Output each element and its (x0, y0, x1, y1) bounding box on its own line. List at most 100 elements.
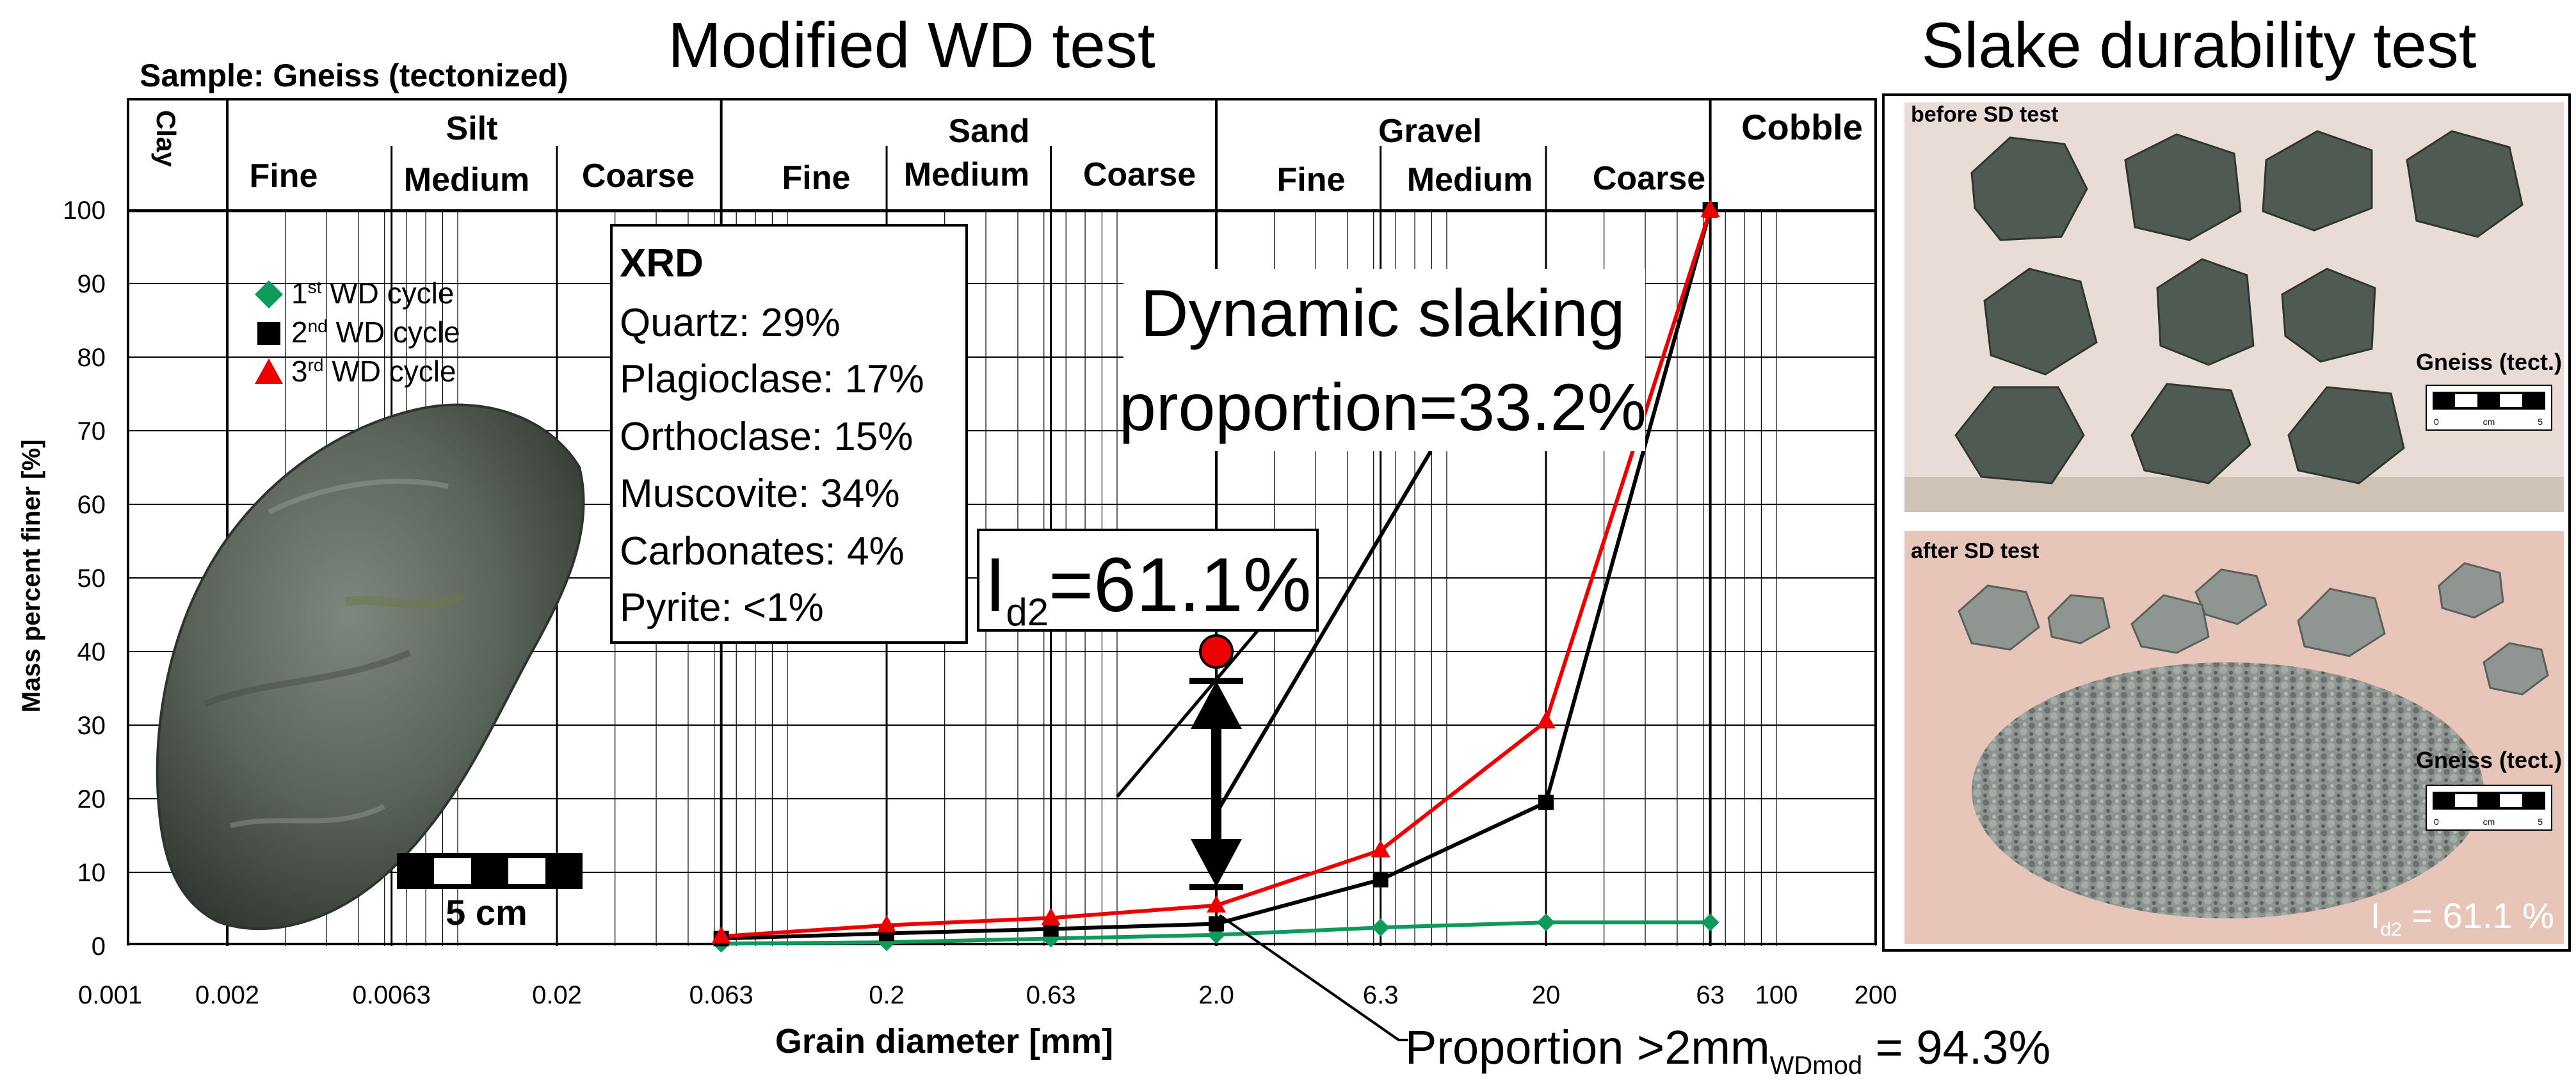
x-tick-label: 2.0 (1198, 981, 1234, 1009)
proportion-text: Proportion >2mmWDmod = 94.3% (1405, 1021, 2050, 1080)
x-tick-label: 0.0063 (352, 981, 430, 1009)
gneiss-label-before: Gneiss (tect.) (2416, 349, 2562, 375)
legend-marker-square (257, 322, 280, 345)
legend-ordinal: 2 (291, 316, 308, 349)
dynamic-line-2: proportion=33.2% (1119, 371, 1646, 445)
legend-marker-diamond (255, 280, 283, 308)
ruler-label-right: 5 (2538, 417, 2543, 427)
data-point (877, 915, 897, 932)
data-point (1371, 840, 1390, 858)
y-tick-labels: 0 10 20 30 40 50 60 70 80 90 100 (63, 196, 106, 961)
xrd-line: Muscovite: 34% (620, 472, 900, 516)
data-point (1041, 908, 1061, 925)
side-title: Slake durability test (1921, 10, 2476, 81)
scale-bar: 5 cm (397, 853, 583, 932)
data-point (1700, 200, 1720, 217)
y-axis-label: Mass percent finer [%] (17, 440, 45, 713)
rock-pieces-before (1954, 130, 2524, 484)
proportion-sub: WDmod (1770, 1052, 1862, 1080)
class-sand: Sand (948, 113, 1029, 150)
xrd-line: Quartz: 29% (620, 301, 841, 345)
legend-ordinal-suffix: rd (308, 355, 324, 375)
y-tick-label: 80 (77, 344, 106, 372)
before-photo: before SD test Gneiss (tect.) 0 c (1904, 102, 2564, 512)
xrd-line: Plagioclase: 17% (620, 357, 924, 401)
ruler-label-left: 0 (2434, 817, 2439, 827)
x-tick-label: 200 (1855, 981, 1897, 1009)
legend-label: 1st WD cycle (291, 276, 454, 310)
silt-coarse: Coarse (582, 157, 695, 195)
y-tick-label: 60 (77, 491, 106, 519)
ruler-label-mid: cm (2483, 417, 2495, 427)
y-tick-label: 40 (77, 638, 106, 666)
legend-ordinal: 1 (291, 276, 308, 310)
y-tick-label: 0 (92, 932, 106, 961)
class-cobble: Cobble (1741, 107, 1863, 147)
x-tick-label: 0.063 (689, 981, 753, 1009)
xrd-line: Pyrite: <1% (620, 586, 824, 630)
y-tick-label: 90 (77, 270, 106, 298)
y-tick-label: 100 (63, 196, 106, 225)
rock-sample-photo (156, 403, 585, 931)
proportion-main: Proportion >2mm (1405, 1021, 1770, 1074)
photo-frame (1882, 93, 2571, 952)
class-header: Clay Silt Sand Gravel Cobble Fine Medium… (151, 107, 1863, 198)
data-point (1536, 711, 1556, 729)
id2-overlay: Id2 = 61.1 % (2371, 895, 2554, 940)
gravel-medium: Medium (1407, 161, 1533, 198)
legend-text: WD cycle (328, 316, 460, 349)
ruler-before: 0 cm 5 (2433, 392, 2545, 427)
rock-pieces-after (1958, 562, 2549, 696)
proportion-leader-line (1218, 914, 1408, 1041)
class-clay: Clay (151, 110, 181, 167)
data-point (1538, 794, 1554, 810)
id2-overlay-main: I (2371, 895, 2381, 936)
data-point (1701, 913, 1719, 932)
gravel-fine: Fine (1277, 161, 1346, 198)
id2-leader-line (1116, 629, 1259, 798)
legend-label: 3rd WD cycle (291, 355, 456, 388)
legend-marker-triangle (255, 358, 283, 384)
gneiss-label-after: Gneiss (tect.) (2416, 747, 2562, 773)
data-point (1371, 918, 1390, 937)
id2-box: Id2=61.1% (977, 529, 1319, 634)
data-point (1207, 895, 1227, 913)
x-tick-label: 0.02 (532, 981, 582, 1009)
class-gravel: Gravel (1378, 113, 1482, 150)
slake-photos: before SD test Gneiss (tect.) 0 c (1882, 93, 2571, 952)
main-title: Modified WD test (668, 10, 1155, 81)
x-tick-label: 20 (1532, 981, 1561, 1009)
dynamic-slaking-annotation: Dynamic slaking proportion=33.2% (1119, 269, 1646, 451)
ruler-label-left: 0 (2434, 417, 2439, 427)
after-photo: after SD test Gneiss (tect.) 0 cm 5 (1904, 531, 2564, 944)
y-tick-label: 10 (77, 859, 106, 887)
x-tick-label: 0.002 (195, 981, 259, 1009)
legend-ordinal: 3 (291, 355, 308, 388)
sand-fine: Fine (782, 159, 851, 196)
id2-value: =61.1% (1049, 542, 1311, 628)
xrd-line: Carbonates: 4% (620, 529, 905, 573)
class-silt: Silt (446, 110, 498, 147)
range-arrowhead-top (1191, 681, 1243, 729)
id2-sub: d2 (1006, 591, 1049, 634)
ruler-after: 0 cm 5 (2433, 792, 2545, 827)
legend-ordinal-suffix: nd (308, 316, 328, 336)
sample-label: Sample: Gneiss (tectonized) (140, 58, 568, 93)
id2-range-indicator (1189, 634, 1244, 890)
range-arrowhead-bottom (1191, 839, 1243, 887)
legend-text: WD cycle (321, 276, 454, 310)
legend: 1st WD cycle 2nd WD cycle 3rd WD cycle (255, 276, 460, 388)
y-tick-label: 20 (77, 785, 106, 813)
data-point (1209, 916, 1225, 932)
x-tick-label: 0.63 (1026, 981, 1076, 1009)
sand-medium: Medium (904, 156, 1029, 193)
y-tick-label: 30 (77, 712, 106, 740)
xrd-box: XRD Quartz: 29% Plagioclase: 17% Orthocl… (610, 224, 968, 644)
id2-marker-point (1199, 634, 1234, 669)
dynamic-leader-line (1218, 450, 1433, 809)
x-tick-label: 6.3 (1363, 981, 1399, 1009)
data-point (1537, 913, 1556, 932)
xrd-line: Orthoclase: 15% (620, 415, 913, 459)
id2-main: I (985, 542, 1006, 628)
